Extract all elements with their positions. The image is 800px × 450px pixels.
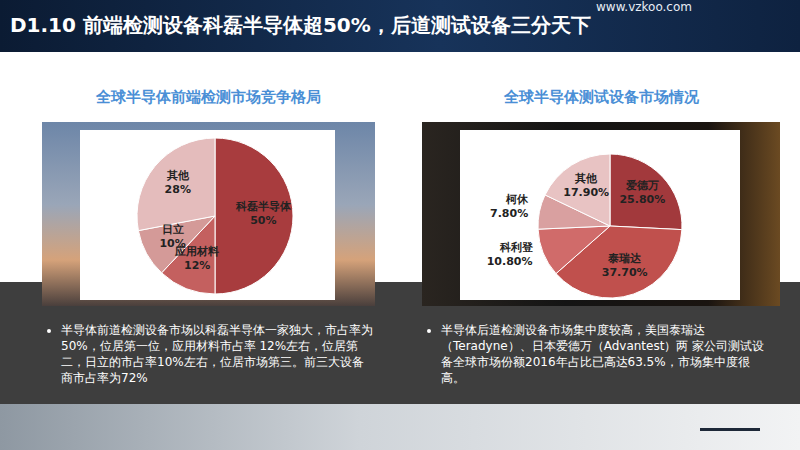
slice bbox=[162, 216, 215, 294]
slice bbox=[545, 154, 610, 226]
chart-frame bbox=[460, 130, 740, 300]
label-category: 科利登 bbox=[499, 241, 534, 254]
footer bbox=[0, 404, 800, 450]
label-category: 柯休 bbox=[505, 193, 529, 206]
data-label: 柯休7.80% bbox=[490, 193, 529, 220]
data-labels: 科磊半导体50%应用材料12%日立10%其他28% bbox=[159, 169, 291, 272]
annotation: 半导体后道检测设备市场集中度较高，美国泰瑞达（Teradyne）、日本爱德万（A… bbox=[425, 322, 770, 386]
label-value: 17.90% bbox=[563, 186, 609, 199]
data-label: 科利登10.80% bbox=[487, 241, 534, 268]
data-label: 日立10% bbox=[159, 223, 185, 250]
label-category: 其他 bbox=[574, 172, 598, 185]
label-category: 科磊半导体 bbox=[235, 200, 292, 213]
label-category: 其他 bbox=[166, 169, 190, 182]
label-value: 7.80% bbox=[490, 207, 528, 220]
data-label: 其他28% bbox=[165, 169, 191, 196]
slice bbox=[138, 216, 215, 273]
chart-frame bbox=[80, 130, 335, 300]
label-value: 10.80% bbox=[487, 255, 533, 268]
pie bbox=[538, 154, 682, 298]
data-label: 科磊半导体50% bbox=[235, 200, 292, 227]
label-value: 37.70% bbox=[602, 266, 648, 279]
slice bbox=[538, 195, 610, 229]
data-label: 其他17.90% bbox=[563, 172, 609, 199]
data-label: 应用材料12% bbox=[174, 245, 219, 272]
slices bbox=[538, 154, 682, 298]
slice bbox=[215, 138, 293, 294]
header-url: www.vzkoo.com bbox=[596, 0, 692, 14]
annotation-item: 半导体前道检测设备市场以科磊半导体一家独大，市占率为50%，位居第一位，应用材料… bbox=[61, 322, 375, 386]
slice bbox=[538, 226, 610, 274]
annotation-item: 半导体后道检测设备市场集中度较高，美国泰瑞达（Teradyne）、日本爱德万（A… bbox=[441, 322, 770, 386]
annotation: 半导体前道检测设备市场以科磊半导体一家独大，市占率为50%，位居第一位，应用材料… bbox=[45, 322, 375, 386]
footer-bar bbox=[700, 428, 760, 431]
label-value: 12% bbox=[184, 259, 210, 272]
label-value: 25.80% bbox=[619, 193, 665, 206]
data-label: 爱德万25.80% bbox=[619, 179, 665, 206]
slice bbox=[137, 138, 215, 231]
slice bbox=[556, 226, 682, 298]
label-category: 应用材料 bbox=[174, 245, 219, 258]
label-category: 爱德万 bbox=[625, 179, 659, 192]
slices bbox=[137, 138, 293, 294]
label-category: 日立 bbox=[162, 223, 184, 236]
pie bbox=[137, 138, 293, 294]
annotation-list: 半导体后道检测设备市场集中度较高，美国泰瑞达（Teradyne）、日本爱德万（A… bbox=[425, 322, 770, 386]
chart-title: 全球半导体前端检测市场竞争格局 bbox=[42, 88, 375, 107]
label-category: 泰瑞达 bbox=[607, 252, 642, 265]
data-labels: 爱德万25.80% 泰瑞达37.70% 科利登10.80% 柯休7.80% 其他17.9… bbox=[487, 172, 666, 279]
annotation-list: 半导体前道检测设备市场以科磊半导体一家独大，市占率为50%，位居第一位，应用材料… bbox=[45, 322, 375, 386]
slice bbox=[610, 154, 682, 230]
label-value: 28% bbox=[165, 183, 191, 196]
header-title: D1.10 前端检测设备科磊半导体超50%，后道测试设备三分天下 bbox=[10, 12, 591, 39]
data-label: 泰瑞达37.70% bbox=[602, 252, 648, 279]
pie-layer: 科磊半导体50%应用材料12%日立10%其他28%爱德万25.80%泰瑞达37.… bbox=[0, 0, 800, 450]
label-value: 50% bbox=[250, 214, 276, 227]
chart-title: 全球半导体测试设备市场情况 bbox=[422, 88, 780, 107]
label-value: 10% bbox=[159, 237, 185, 250]
